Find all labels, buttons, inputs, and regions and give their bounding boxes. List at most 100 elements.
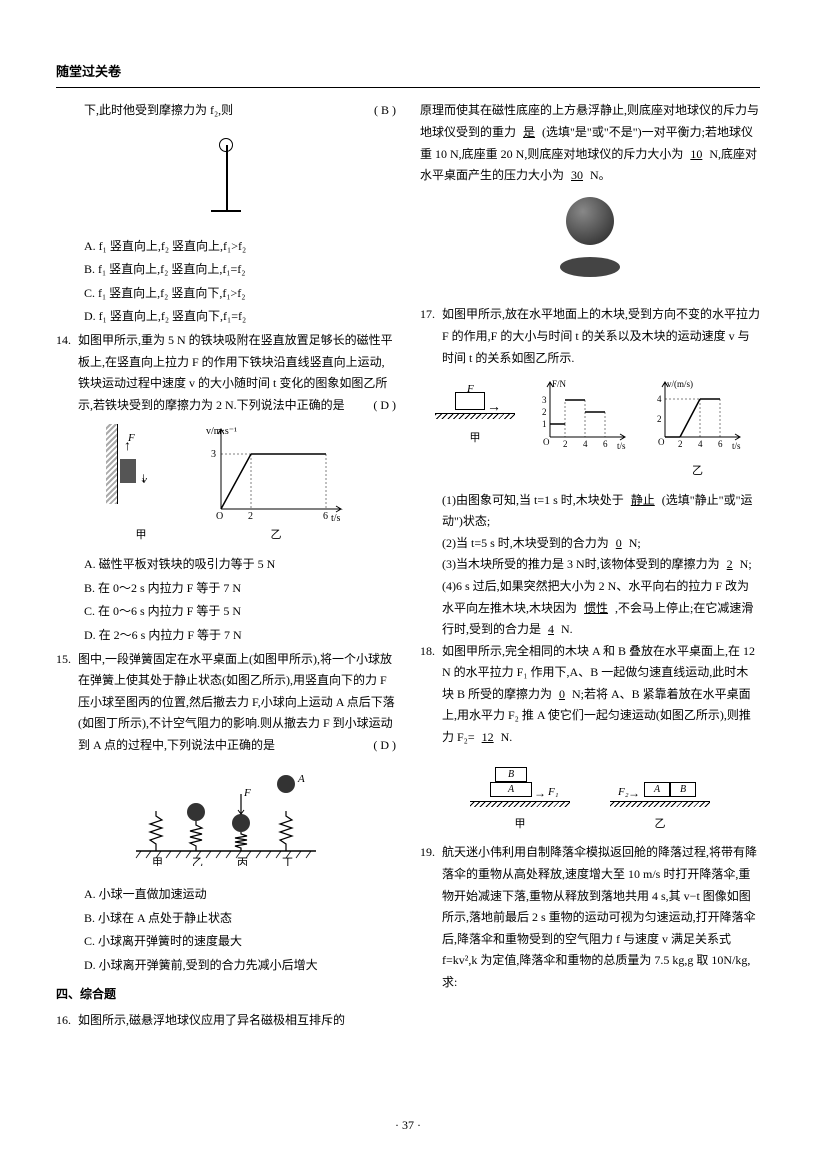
q16-line: 16. 如图所示,磁悬浮地球仪应用了异名磁极相互排斥的 bbox=[56, 1010, 396, 1032]
page-number: · 37 · bbox=[395, 1115, 421, 1137]
q14-options: A. 磁性平板对铁块的吸引力等于 5 N B. 在 0～2 s 内拉力 F 等于… bbox=[56, 554, 396, 646]
svg-text:丙: 丙 bbox=[237, 857, 248, 866]
q13-tail: 下,此时他受到摩擦力为 f₂,则 ( B ) bbox=[56, 100, 396, 122]
svg-text:乙: 乙 bbox=[192, 856, 203, 866]
q15-opt-a: A. 小球一直做加速运动 bbox=[84, 884, 396, 906]
q14-opt-d: D. 在 2～6 s 内拉力 F 等于 7 N bbox=[84, 625, 396, 647]
q17-s2-post: N; bbox=[629, 536, 641, 550]
q18-ans2: 12 bbox=[478, 730, 498, 744]
q17-block-fig: → F 甲 bbox=[435, 377, 515, 481]
q15-options: A. 小球一直做加速运动 B. 小球在 A 点处于静止状态 C. 小球离开弹簧时… bbox=[56, 884, 396, 976]
block-A: A bbox=[490, 782, 532, 797]
q17-s2-pre: (2)当 t=5 s 时,木块受到的合力为 bbox=[442, 536, 609, 550]
svg-text:2: 2 bbox=[657, 414, 662, 424]
svg-text:3: 3 bbox=[211, 449, 216, 460]
svg-text:6: 6 bbox=[603, 439, 608, 449]
q17-num: 17. bbox=[420, 304, 442, 369]
globe-figure bbox=[420, 197, 760, 295]
q17-F-chart: F/N t/s O 1 2 3 2 4 6 bbox=[535, 377, 630, 481]
svg-text:3: 3 bbox=[542, 395, 547, 405]
section-header: 随堂过关卷 bbox=[56, 60, 760, 88]
q17-subs: (1)由图象可知,当 t=1 s 时,木块处于 静止 (选填"静止"或"运动")… bbox=[420, 490, 760, 641]
q19-line: 19. 航天迷小伟利用自制降落伞模拟返回舱的降落过程,将带有降落伞的重物从高处释… bbox=[420, 842, 760, 993]
q15-answer: ( D ) bbox=[373, 735, 396, 757]
q14-answer: ( D ) bbox=[373, 395, 396, 417]
svg-text:2: 2 bbox=[678, 439, 683, 449]
q17-body: 如图甲所示,放在水平地面上的木块,受到方向不变的水平拉力 F 的作用,F 的大小… bbox=[442, 304, 760, 369]
q14-opt-a: A. 磁性平板对铁块的吸引力等于 5 N bbox=[84, 554, 396, 576]
q15-opt-b: B. 小球在 A 点处于静止状态 bbox=[84, 908, 396, 930]
svg-text:O: O bbox=[543, 437, 550, 447]
q17-s4-ans1: 惯性 bbox=[580, 601, 612, 615]
q16-continuation: 原理而使其在磁性底座的上方悬浮静止,则底座对地球仪的斥力与地球仪受到的重力 是 … bbox=[420, 100, 760, 186]
q18-figures: B A → F₁ 甲 F₂ → A B 乙 bbox=[420, 757, 760, 835]
q17-s3-ans: 2 bbox=[723, 557, 737, 571]
q18-body: 如图甲所示,完全相同的木块 A 和 B 叠放在水平桌面上,在 12 N 的水平拉… bbox=[442, 641, 760, 749]
svg-text:丁: 丁 bbox=[282, 857, 293, 866]
q14-yi-wrapper: v/m·s⁻¹ t/s O 3 2 6 乙 bbox=[206, 424, 346, 546]
q17-charts: → F 甲 F/N t/s O 1 2 3 2 bbox=[420, 377, 760, 481]
q14-jia-fig: ↑ F ↓ v bbox=[106, 424, 176, 524]
q18-yi-label: 乙 bbox=[610, 815, 710, 835]
q17-s1-ans: 静止 bbox=[627, 493, 659, 507]
q17-yi-label: 乙 bbox=[650, 462, 745, 482]
svg-text:t/s: t/s bbox=[331, 513, 341, 524]
block-B-yi: B bbox=[670, 782, 696, 797]
section-4-title: 四、综合题 bbox=[56, 984, 396, 1006]
svg-text:2: 2 bbox=[563, 439, 568, 449]
label-F: F bbox=[128, 429, 135, 449]
q14-body: 如图甲所示,重为 5 N 的铁块吸附在竖直放置足够长的磁性平板上,在竖直向上拉力… bbox=[78, 330, 396, 416]
svg-text:4: 4 bbox=[657, 394, 662, 404]
svg-text:4: 4 bbox=[583, 439, 588, 449]
q17-s3-post: N; bbox=[740, 557, 752, 571]
svg-text:2: 2 bbox=[542, 407, 547, 417]
q17-sub4: (4)6 s 过后,如果突然把大小为 2 N、水平向右的拉力 F 改为水平向左推… bbox=[442, 576, 760, 641]
svg-text:t/s: t/s bbox=[732, 441, 741, 451]
q16-ans1: 是 bbox=[519, 125, 539, 139]
q14-figures: ↑ F ↓ v 甲 v/m·s⁻¹ t/s O bbox=[56, 424, 396, 546]
svg-text:6: 6 bbox=[718, 439, 723, 449]
q13-opt-c: C. f₁ 竖直向上,f₂ 竖直向下,f₁>f₂ bbox=[84, 283, 396, 305]
q18-line: 18. 如图甲所示,完全相同的木块 A 和 B 叠放在水平桌面上,在 12 N … bbox=[420, 641, 760, 749]
q15-spring-figure: F A 甲 乙 丙 丁 bbox=[56, 766, 396, 874]
q14-body-text: 如图甲所示,重为 5 N 的铁块吸附在竖直放置足够长的磁性平板上,在竖直向上拉力… bbox=[78, 333, 393, 412]
q14-opt-b: B. 在 0～2 s 内拉力 F 等于 7 N bbox=[84, 578, 396, 600]
q14-num: 14. bbox=[56, 330, 78, 416]
q16-ans3: 30 bbox=[567, 168, 587, 182]
two-column-layout: 下,此时他受到摩擦力为 f₂,则 ( B ) A. f₁ 竖直向上,f₂ 竖直向… bbox=[56, 100, 760, 1031]
q14-line: 14. 如图甲所示,重为 5 N 的铁块吸附在竖直放置足够长的磁性平板上,在竖直… bbox=[56, 330, 396, 416]
label-v: v bbox=[142, 471, 147, 491]
q17-s3-pre: (3)当木块所受的推力是 3 N时,该物体受到的摩擦力为 bbox=[442, 557, 720, 571]
svg-text:O: O bbox=[658, 437, 665, 447]
svg-text:6: 6 bbox=[323, 511, 328, 522]
q17-v-chart: v/(m/s) t/s O 2 4 2 4 6 乙 bbox=[650, 377, 745, 481]
q15-opt-c: C. 小球离开弹簧时的速度最大 bbox=[84, 931, 396, 953]
q17-sub3: (3)当木块所受的推力是 3 N时,该物体受到的摩擦力为 2 N; bbox=[442, 554, 760, 576]
q18-ans1: 0 bbox=[555, 687, 569, 701]
q15-body: 图中,一段弹簧固定在水平桌面上(如图甲所示),将一个小球放在弹簧上使其处于静止状… bbox=[78, 649, 396, 757]
q15-num: 15. bbox=[56, 649, 78, 757]
q16-num: 16. bbox=[56, 1010, 78, 1032]
svg-text:甲: 甲 bbox=[152, 857, 163, 866]
q16-c4: N。 bbox=[590, 168, 611, 182]
q17-s2-ans: 0 bbox=[612, 536, 626, 550]
q18-jia-wrapper: B A → F₁ 甲 bbox=[470, 757, 570, 835]
q17-s1-pre: (1)由图象可知,当 t=1 s 时,木块处于 bbox=[442, 493, 624, 507]
q19-body: 航天迷小伟利用自制降落伞模拟返回舱的降落过程,将带有降落伞的重物从高处释放,速度… bbox=[442, 842, 760, 993]
q18-yi-wrapper: F₂ → A B 乙 bbox=[610, 757, 710, 835]
svg-text:4: 4 bbox=[698, 439, 703, 449]
pole-figure bbox=[56, 130, 396, 228]
svg-text:t/s: t/s bbox=[617, 441, 626, 451]
q18-jia-label: 甲 bbox=[470, 815, 570, 835]
svg-text:1: 1 bbox=[542, 419, 547, 429]
q16-ans2: 10 bbox=[686, 147, 706, 161]
q17-sub1: (1)由图象可知,当 t=1 s 时,木块处于 静止 (选填"静止"或"运动")… bbox=[442, 490, 760, 533]
q17-sub2: (2)当 t=5 s 时,木块受到的合力为 0 N; bbox=[442, 533, 760, 555]
svg-text:F/N: F/N bbox=[552, 379, 567, 389]
left-column: 下,此时他受到摩擦力为 f₂,则 ( B ) A. f₁ 竖直向上,f₂ 竖直向… bbox=[56, 100, 396, 1031]
q13-answer: ( B ) bbox=[374, 100, 396, 122]
q15-body-text: 图中,一段弹簧固定在水平桌面上(如图甲所示),将一个小球放在弹簧上使其处于静止状… bbox=[78, 652, 395, 752]
q15-opt-d: D. 小球离开弹簧前,受到的合力先减小后增大 bbox=[84, 955, 396, 977]
svg-text:2: 2 bbox=[248, 511, 253, 522]
q17-jia-label: 甲 bbox=[435, 429, 515, 449]
